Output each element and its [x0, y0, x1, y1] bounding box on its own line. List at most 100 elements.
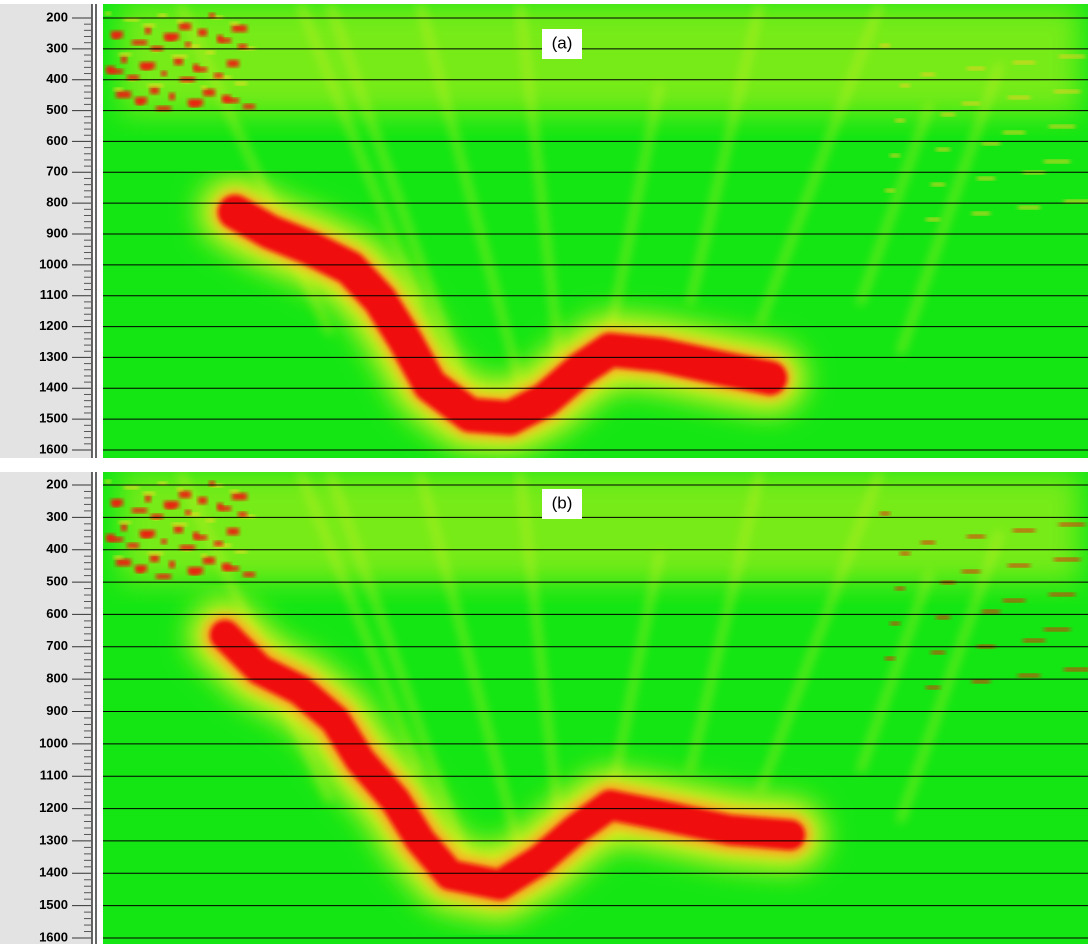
noise: [188, 99, 203, 106]
panel-label: (b): [552, 493, 573, 512]
noise: [135, 565, 147, 572]
noise: [193, 532, 199, 539]
noise: [1003, 599, 1025, 602]
noise: [111, 31, 123, 38]
tick-label: 1200: [39, 318, 68, 333]
noise: [926, 218, 940, 221]
noise: [1013, 529, 1035, 532]
noise: [1054, 558, 1080, 561]
noise: [926, 686, 940, 689]
noise: [151, 514, 163, 519]
noise: [931, 183, 945, 186]
noise: [921, 541, 935, 544]
noise: [121, 524, 127, 531]
noise: [1059, 523, 1085, 526]
noise: [148, 84, 163, 87]
tick-label: 1500: [39, 411, 68, 426]
axis-gap: [97, 4, 103, 458]
panel: 2003004005006007008009001000110012001300…: [0, 4, 1088, 458]
tick-label: 600: [46, 606, 68, 621]
noise: [895, 119, 905, 122]
noise: [148, 552, 163, 555]
tick-label: 1600: [39, 441, 68, 456]
noise: [1013, 61, 1035, 64]
noise: [119, 53, 131, 56]
noise: [967, 535, 985, 538]
noise: [885, 657, 895, 660]
tick-label: 800: [46, 195, 68, 210]
noise: [172, 55, 187, 58]
noise: [214, 73, 223, 78]
noise: [232, 493, 247, 500]
tick-label: 900: [46, 703, 68, 718]
noise: [890, 622, 900, 625]
noise: [880, 44, 890, 47]
tick-label: 1100: [40, 768, 68, 783]
tick-label: 400: [46, 71, 68, 86]
noise: [203, 89, 215, 96]
noise: [967, 67, 985, 70]
noise: [1018, 674, 1040, 677]
tick-label: 800: [46, 671, 68, 686]
noise: [111, 499, 123, 506]
noise: [116, 91, 131, 98]
noise: [243, 572, 255, 577]
panel: 2003004005006007008009001000110012001300…: [0, 472, 1088, 944]
tick-label: 1300: [39, 349, 68, 364]
tick-label: 700: [46, 164, 68, 179]
noise: [124, 486, 139, 489]
tick-label: 1400: [39, 865, 68, 880]
tick-label: 200: [46, 476, 68, 491]
noise: [230, 490, 239, 493]
noise: [900, 552, 910, 555]
noise: [206, 519, 215, 522]
noise: [106, 534, 115, 541]
tick-label: 400: [46, 541, 68, 556]
noise: [105, 12, 111, 15]
noise: [164, 33, 179, 40]
noise: [206, 51, 215, 54]
noise: [1064, 668, 1088, 671]
noise: [1008, 96, 1030, 99]
noise: [900, 84, 910, 87]
noise: [203, 557, 215, 564]
noise: [179, 491, 191, 498]
noise: [145, 27, 151, 34]
tick-label: 1500: [39, 897, 68, 912]
tick-label: 600: [46, 133, 68, 148]
noise: [880, 512, 890, 515]
noise: [1049, 125, 1075, 128]
noise: [143, 492, 155, 495]
noise: [174, 526, 183, 533]
tick-label: 1600: [39, 929, 68, 944]
noise: [114, 556, 123, 559]
noise: [972, 680, 990, 683]
noise: [217, 503, 223, 510]
noise: [135, 97, 147, 104]
noise: [106, 66, 115, 73]
noise: [982, 610, 1000, 613]
noise: [179, 23, 191, 30]
noise: [222, 563, 231, 570]
noise: [114, 88, 123, 91]
noise: [1018, 206, 1040, 209]
noise: [895, 587, 905, 590]
noise: [1059, 55, 1085, 58]
noise: [161, 71, 167, 76]
noise: [977, 177, 995, 180]
noise: [238, 512, 247, 517]
noise: [1054, 90, 1080, 93]
tick-label: 200: [46, 9, 68, 24]
tick-label: 500: [46, 102, 68, 117]
noise: [121, 56, 127, 63]
tick-label: 900: [46, 225, 68, 240]
noise: [158, 14, 167, 17]
noise: [145, 495, 151, 502]
noise: [931, 651, 945, 654]
noise: [119, 521, 131, 524]
noise: [1044, 628, 1070, 631]
noise: [172, 523, 187, 526]
figure: 2003004005006007008009001000110012001300…: [0, 0, 1088, 944]
noise: [890, 154, 900, 157]
noise: [1008, 564, 1030, 567]
